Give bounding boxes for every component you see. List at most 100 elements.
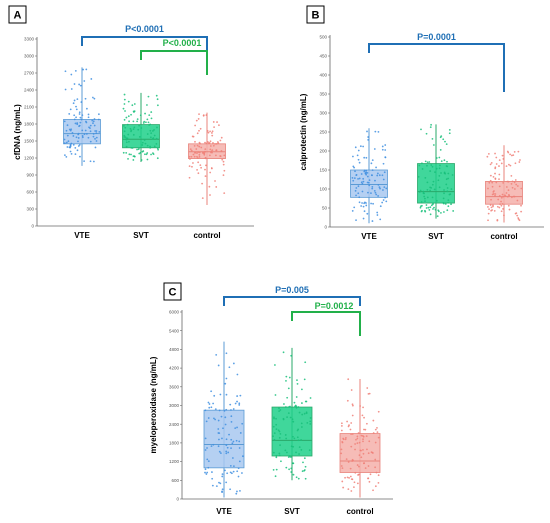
data-point [505, 165, 508, 167]
data-point [375, 193, 378, 196]
box-iqr [271, 406, 313, 457]
data-point [516, 199, 519, 202]
data-point [212, 402, 215, 405]
data-point [371, 220, 374, 222]
data-point [362, 177, 365, 180]
data-point [92, 135, 95, 138]
data-point [206, 458, 209, 461]
data-point [282, 418, 285, 421]
data-point [123, 136, 126, 138]
y-axis-label: myeloperoxidase (ng/mL) [149, 356, 158, 453]
data-point [89, 130, 92, 133]
data-point [371, 169, 374, 172]
data-point [298, 411, 301, 414]
data-point [232, 465, 235, 467]
data-point [367, 181, 370, 184]
data-point [353, 206, 356, 209]
data-point [125, 151, 128, 154]
data-point [352, 155, 354, 158]
data-point [272, 468, 275, 471]
data-point [342, 438, 345, 441]
data-point [190, 149, 193, 152]
data-point [191, 165, 193, 168]
data-point [84, 129, 87, 132]
data-point [225, 377, 228, 380]
data-point [295, 406, 298, 409]
data-point [367, 136, 370, 138]
data-point [197, 118, 200, 120]
data-point [373, 148, 376, 150]
data-point [156, 157, 159, 160]
data-point [300, 426, 303, 428]
data-point [147, 95, 150, 98]
data-point [226, 472, 229, 475]
data-point [365, 173, 368, 176]
data-point [188, 155, 191, 158]
data-point [489, 174, 492, 177]
data-point [74, 69, 77, 72]
y-tick-label: 200 [319, 149, 327, 154]
data-point [309, 397, 312, 399]
data-point [367, 452, 370, 455]
data-point [305, 412, 308, 415]
data-point [206, 141, 209, 143]
data-point [226, 446, 229, 449]
data-point [347, 461, 350, 463]
data-point [66, 146, 69, 148]
data-point [363, 170, 366, 173]
data-point [132, 120, 135, 123]
data-point [138, 136, 141, 138]
data-point [83, 160, 85, 163]
data-point [95, 136, 98, 139]
data-point [222, 174, 225, 177]
data-point [77, 145, 80, 147]
data-point [204, 409, 207, 412]
data-point [382, 162, 385, 165]
data-point [293, 401, 296, 404]
data-point [208, 185, 211, 188]
data-point [90, 78, 93, 80]
data-point [218, 450, 221, 453]
data-point [224, 382, 227, 385]
data-point [376, 431, 379, 433]
data-point [498, 165, 500, 167]
data-point [122, 107, 125, 110]
y-tick-label: 2400 [169, 422, 180, 427]
data-point [351, 414, 354, 417]
data-point [224, 423, 227, 426]
data-point [123, 130, 126, 133]
data-point [341, 467, 344, 469]
data-point [69, 143, 72, 146]
data-point [74, 122, 77, 125]
data-point [207, 417, 210, 419]
data-point [373, 190, 376, 192]
data-point [384, 196, 386, 199]
data-point [229, 403, 232, 406]
data-point [210, 445, 213, 448]
data-point [86, 107, 88, 110]
data-point [130, 129, 133, 132]
data-point [490, 206, 493, 209]
data-point [150, 153, 152, 156]
data-point [189, 148, 192, 151]
x-category-label: SVT [428, 232, 444, 241]
data-point [150, 132, 153, 135]
data-point [344, 438, 347, 441]
data-point [351, 403, 354, 406]
data-point [486, 155, 489, 158]
data-point [272, 425, 275, 428]
data-point [285, 437, 288, 440]
data-point [351, 458, 354, 461]
data-point [514, 179, 517, 181]
data-point [494, 166, 497, 169]
data-point [238, 402, 241, 405]
data-point [73, 114, 76, 117]
data-point [215, 149, 218, 152]
data-point [227, 451, 230, 454]
bracket-line [368, 43, 505, 92]
data-point [501, 193, 504, 196]
data-point [497, 198, 500, 201]
y-tick-label: 2400 [24, 88, 35, 93]
data-point [425, 132, 428, 135]
data-point [65, 129, 68, 132]
